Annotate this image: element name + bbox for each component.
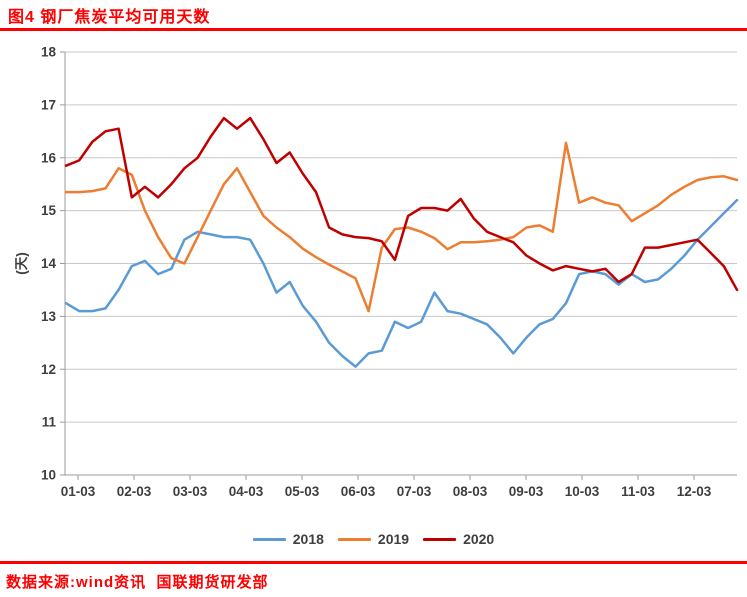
y-axis-tick-label: 11	[42, 415, 57, 430]
line-2019	[64, 141, 739, 313]
x-axis-tick-label: 02-03	[117, 484, 152, 499]
x-axis-tick-label: 10-03	[565, 484, 600, 499]
legend-line-swatch	[423, 537, 457, 541]
chart-figure: 10 11 12 13 14 15 16 17 18 01-03 02-03 03-03 04-03 05…	[0, 45, 747, 550]
y-axis-tick-label: 18	[41, 45, 57, 60]
x-axis-tick-label: 08-03	[453, 484, 488, 499]
legend-label: 2020	[463, 531, 495, 547]
y-axis-tick-label: 17	[41, 97, 56, 112]
x-axis-tick-label: 09-03	[509, 484, 544, 499]
x-axis-tick-label: 06-03	[341, 484, 376, 499]
chart-canvas: 10 11 12 13 14 15 16 17 18 01-03 02-03 03-03 04-03 05…	[14, 45, 739, 499]
x-axis-tick-label: 01-03	[61, 484, 96, 499]
legend-line-swatch	[337, 537, 371, 541]
x-axis-tick-label: 12-03	[677, 484, 712, 499]
chart-legend: 2018 2019 2020	[0, 528, 747, 550]
legend-label: 2018	[292, 531, 324, 547]
x-axis-tick-label: 05-03	[285, 484, 320, 499]
y-axis-tick-label: 15	[41, 203, 57, 218]
title-divider	[0, 28, 747, 31]
legend-item-2018: 2018	[252, 531, 324, 547]
x-axis-tick-label: 04-03	[229, 484, 264, 499]
legend-item-2019: 2019	[337, 531, 410, 547]
x-axis-tick-label: 11-03	[621, 484, 655, 499]
legend-line-swatch	[252, 537, 286, 541]
y-axis-tick-label: 14	[41, 256, 57, 271]
x-axis-tick-label: 07-03	[397, 484, 432, 499]
y-axis-title: (天)	[14, 252, 29, 275]
line-2020	[64, 116, 739, 292]
y-axis-tick-label: 16	[41, 150, 57, 165]
footer-divider	[0, 561, 747, 564]
y-axis-tick-label: 13	[41, 309, 57, 324]
x-axis-tick-label: 03-03	[173, 484, 208, 499]
figure-title: 图4 钢厂焦炭平均可用天数	[8, 9, 211, 26]
y-axis-tick-label: 12	[41, 362, 56, 377]
y-axis-tick-label: 10	[41, 468, 56, 483]
line-2018	[64, 198, 739, 368]
legend-item-2020: 2020	[423, 531, 494, 547]
data-source: 数据来源:wind资讯 国联期货研发部	[6, 574, 269, 591]
legend-label: 2019	[377, 531, 410, 547]
